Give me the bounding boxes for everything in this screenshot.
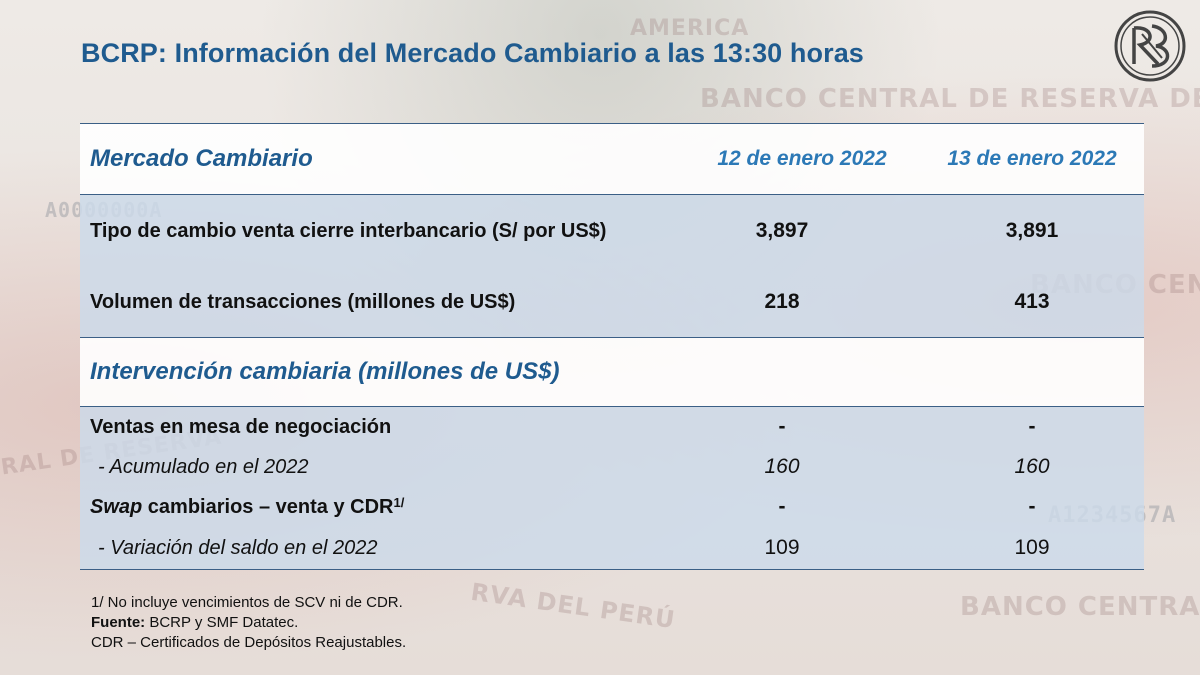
row-label: Ventas en mesa de negociación (90, 415, 392, 438)
table-row-volume: Volumen de transacciones (millones de US… (80, 267, 1144, 338)
section-header-row: Intervención cambiaria (millones de US$) (80, 338, 1144, 407)
row-label: Tipo de cambio venta cierre interbancari… (90, 219, 607, 242)
section-title-mercado: Mercado Cambiario (90, 145, 313, 172)
source-label: Fuente: (91, 614, 146, 631)
footnote-cdr: CDR – Certificados de Depósitos Reajusta… (91, 634, 407, 651)
value-date-1: 218 (764, 290, 800, 313)
swap-label-rest: cambiarios – venta y CDR (142, 495, 394, 518)
exchange-market-table: Mercado Cambiario 12 de enero 2022 13 de… (80, 123, 1144, 570)
source-text: BCRP y SMF Datatec. (145, 614, 299, 631)
row-label: - Variación del saldo en el 2022 (98, 536, 378, 559)
bg-banknote-text: BANCO CENTRAL DE (960, 592, 1200, 622)
source-note: Fuente: BCRP y SMF Datatec. (91, 613, 406, 633)
value-date-2: - (1028, 415, 1036, 438)
column-header-date-2: 13 de enero 2022 (947, 147, 1117, 170)
footnotes: 1/ No incluye vencimientos de SCV ni de … (91, 593, 406, 653)
table-row-swap: Swap cambiarios – venta y CDR 1/ - - (80, 487, 1144, 527)
bg-banknote-text: RVA DEL PERÚ (469, 577, 678, 635)
row-label: - Acumulado en el 2022 (98, 455, 309, 478)
table-row-acumulado: - Acumulado en el 2022 160 160 (80, 447, 1144, 487)
column-header-date-1: 12 de enero 2022 (717, 147, 887, 170)
footnote-marker: 1/ (393, 495, 405, 510)
value-date-2: 413 (1014, 290, 1050, 313)
value-date-1: 3,897 (755, 219, 809, 242)
value-date-2: 160 (1014, 455, 1050, 478)
page-title: BCRP: Información del Mercado Cambiario … (81, 38, 864, 68)
bg-banknote-text: AMERICA (630, 16, 750, 41)
row-label: Swap cambiarios – venta y CDR 1/ (90, 487, 404, 527)
value-date-2: 3,891 (1005, 219, 1059, 242)
table-row-variacion: - Variación del saldo en el 2022 109 109 (80, 527, 1144, 569)
swap-italic-label: Swap (90, 495, 143, 518)
bg-banknote-text: BANCO CENTRAL DE RESERVA DEL PERÚ (700, 84, 1200, 114)
value-date-2: 109 (1014, 536, 1050, 559)
table-row-ventas: Ventas en mesa de negociación - - (80, 407, 1144, 447)
value-date-2: - (1028, 495, 1036, 518)
value-date-1: 160 (764, 455, 800, 478)
intervention-block: Ventas en mesa de negociación - - - Acum… (80, 407, 1144, 570)
row-label: Volumen de transacciones (millones de US… (90, 290, 516, 313)
footnote-1: 1/ No incluye vencimientos de SCV ni de … (91, 594, 403, 611)
bcrp-logo-icon (1114, 10, 1186, 82)
value-date-1: - (778, 415, 786, 438)
table-row-exchange-rate: Tipo de cambio venta cierre interbancari… (80, 194, 1144, 267)
table-header-row: Mercado Cambiario 12 de enero 2022 13 de… (80, 123, 1144, 194)
value-date-1: 109 (764, 536, 800, 559)
value-date-1: - (778, 495, 786, 518)
section-title-intervencion: Intervención cambiaria (millones de US$) (90, 358, 560, 385)
